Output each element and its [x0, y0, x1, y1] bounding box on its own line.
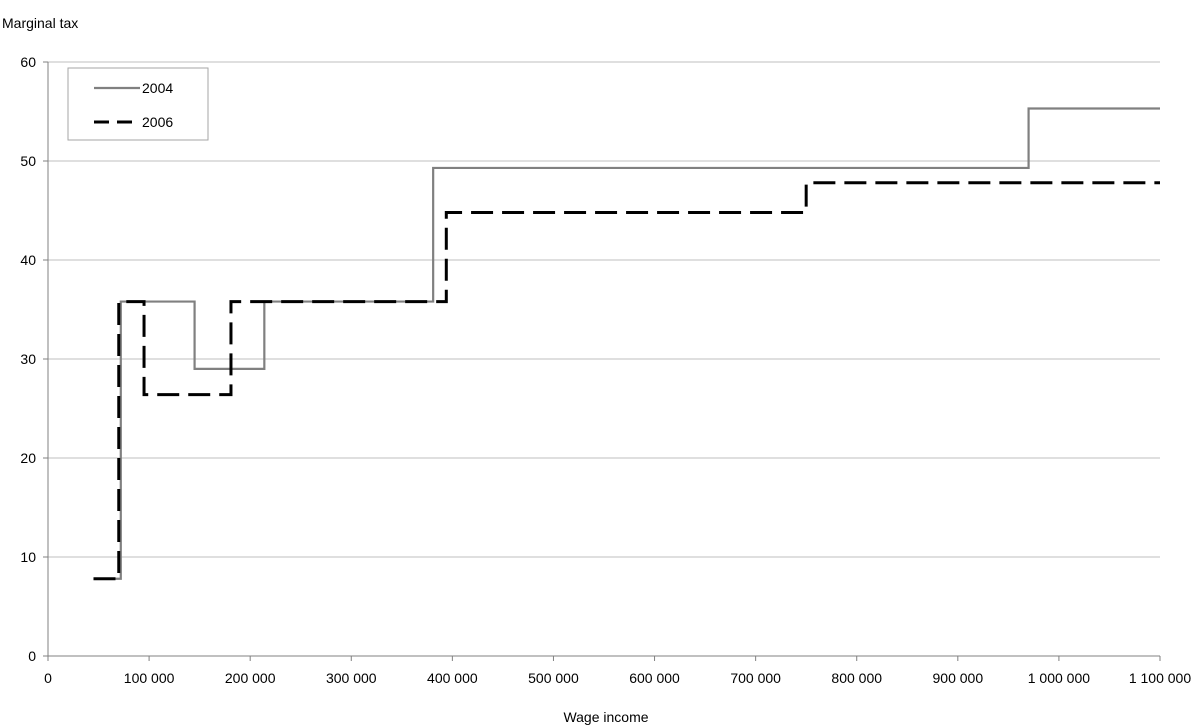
y-tick-label-3: 30 — [20, 351, 36, 367]
y-tick-label-0: 0 — [28, 648, 36, 664]
y-tick-label-4: 40 — [20, 252, 36, 268]
y-tick-label-6: 60 — [20, 54, 36, 70]
x-tick-label-7: 700 000 — [730, 670, 781, 686]
legend-label-2006: 2006 — [142, 114, 173, 130]
gridlines — [48, 61, 1160, 558]
x-tick-label-11: 1 100 000 — [1129, 670, 1191, 686]
x-tick-label-5: 500 000 — [528, 670, 579, 686]
axes — [43, 61, 1161, 661]
x-tick-label-6: 600 000 — [629, 670, 680, 686]
series-line-2006 — [93, 181, 1160, 581]
x-tick-label-0: 0 — [44, 670, 52, 686]
y-axis-title: Marginal tax — [2, 15, 78, 31]
y-tick-label-5: 50 — [20, 153, 36, 169]
series-lines — [93, 107, 1160, 581]
legend-label-2004: 2004 — [142, 80, 173, 96]
x-tick-label-8: 800 000 — [831, 670, 882, 686]
y-tick-label-1: 10 — [20, 549, 36, 565]
x-tick-label-1: 100 000 — [124, 670, 175, 686]
x-tick-label-9: 900 000 — [933, 670, 984, 686]
legend-box — [67, 67, 209, 141]
x-axis-title: Wage income — [563, 709, 648, 725]
x-tick-label-3: 300 000 — [326, 670, 377, 686]
series-line-2004 — [93, 107, 1160, 580]
x-tick-label-10: 1 000 000 — [1028, 670, 1090, 686]
y-tick-label-2: 20 — [20, 450, 36, 466]
x-tick-label-4: 400 000 — [427, 670, 478, 686]
legend: 2004 2006 — [67, 67, 209, 141]
x-tick-label-2: 200 000 — [225, 670, 276, 686]
tick-labels: 0 10 20 30 40 50 60 0 100 000 200 000 300 000 400 0… — [20, 54, 1191, 686]
